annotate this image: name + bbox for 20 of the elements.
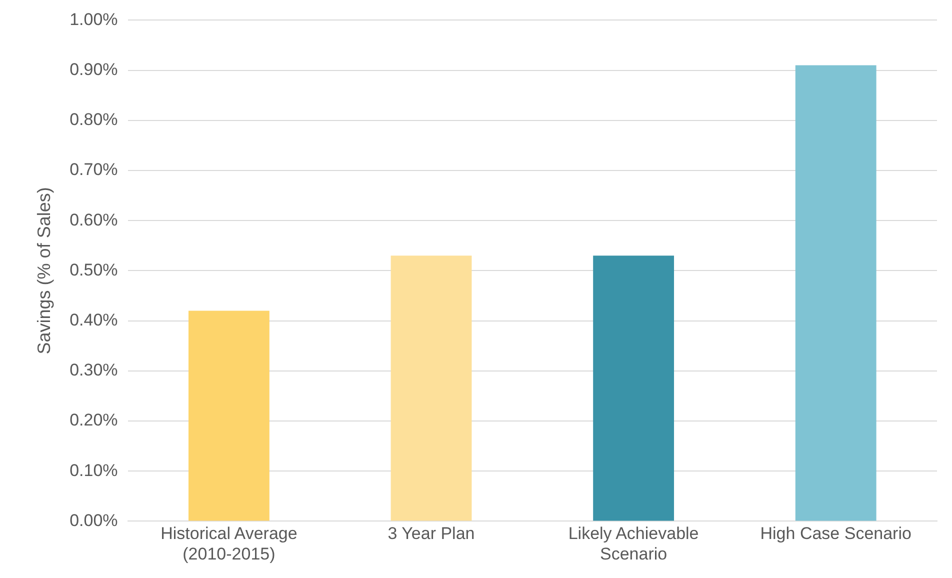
y-axis-title: Savings (% of Sales) [34, 187, 54, 354]
y-tick-label: 0.80% [70, 110, 118, 130]
y-tick-label: 0.70% [70, 160, 118, 180]
x-tick-label: Historical Average (2010-2015) [160, 524, 298, 564]
x-tick-label: 3 Year Plan [388, 524, 475, 544]
x-tick-label: Likely Achievable Scenario [568, 524, 699, 564]
bar [795, 65, 876, 521]
bar [593, 256, 674, 521]
bar [390, 256, 472, 521]
y-tick-label: 0.10% [70, 460, 118, 480]
y-tick-label: 0.00% [70, 510, 118, 530]
y-tick-label: 0.60% [70, 210, 118, 230]
y-tick-label: 1.00% [70, 10, 118, 29]
y-tick-label: 0.90% [70, 60, 118, 79]
y-tick-label: 0.50% [70, 260, 118, 280]
y-tick-label: 0.30% [70, 360, 118, 380]
bar [188, 310, 270, 521]
y-tick-label: 0.40% [70, 310, 118, 330]
x-tick-label: High Case Scenario [760, 524, 912, 544]
y-tick-label: 0.20% [70, 410, 118, 430]
